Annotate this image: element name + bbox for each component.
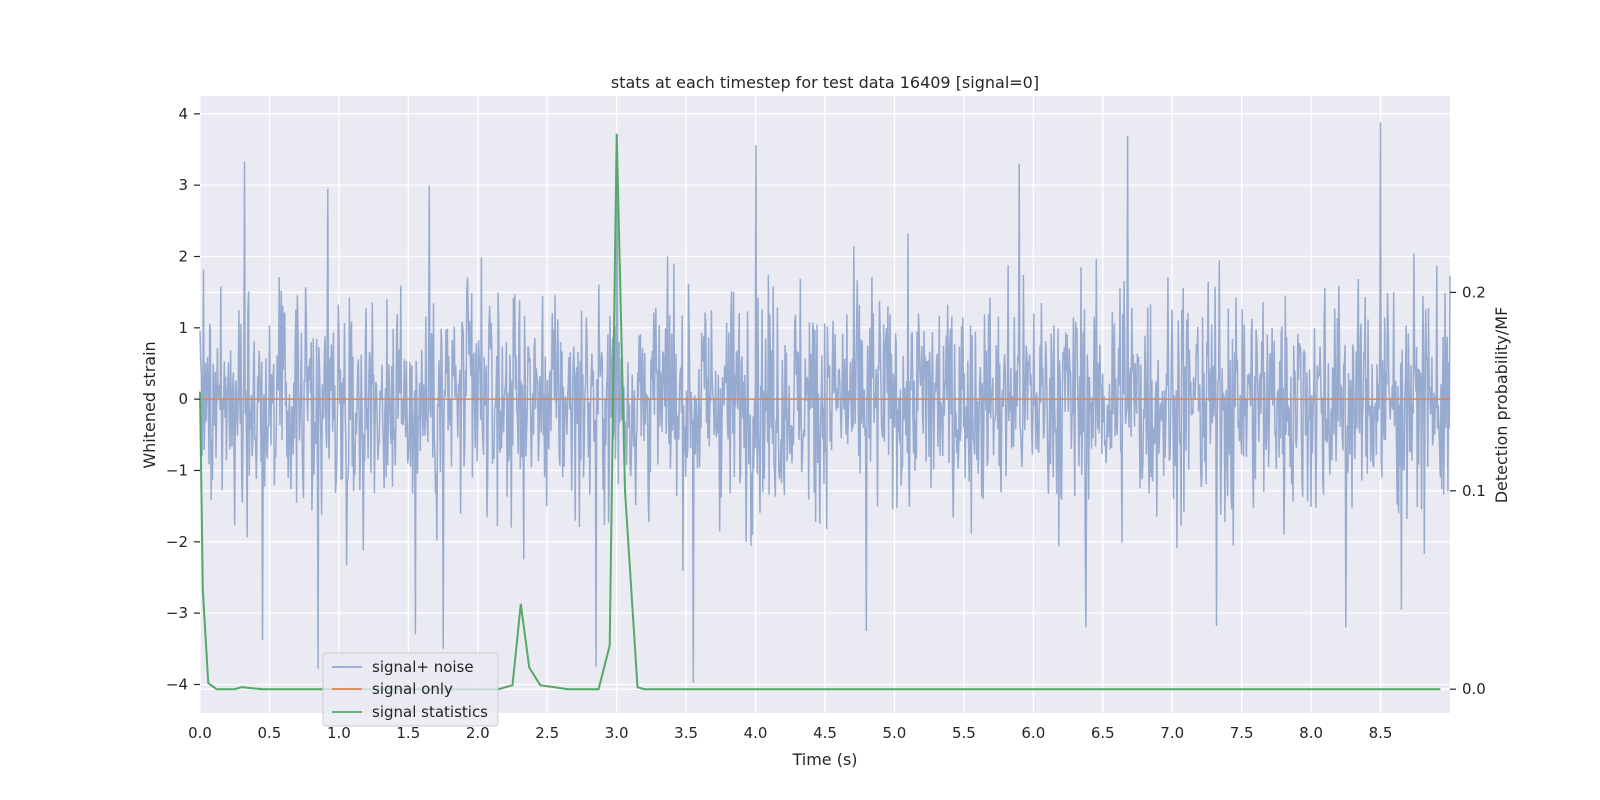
x-tick-label: 4.0 [744,724,768,742]
legend-label-signal-noise: signal+ noise [372,658,474,676]
x-tick-label: 6.5 [1091,724,1115,742]
x-ticks: 0.0 0.5 1.0 1.5 2.0 2.5 3.0 3.5 4.0 4.5 5.0 5.5 6.0 6… [188,724,1392,742]
y-tick-label: 3 [178,176,188,194]
y-ticks: −4 −3 −2 −1 0 1 2 3 4 [166,105,200,693]
x-tick-label: 2.0 [466,724,490,742]
legend-label-signal-statistics: signal statistics [372,703,488,721]
x-tick-label: 6.0 [1021,724,1045,742]
x-tick-label: 7.5 [1230,724,1254,742]
x-tick-label: 0.0 [188,724,212,742]
y-tick-label: 0 [178,390,188,408]
x-tick-label: 8.5 [1369,724,1393,742]
x-tick-label: 5.0 [883,724,907,742]
x-tick-label: 2.5 [535,724,559,742]
x-tick-label: 1.0 [327,724,351,742]
x-tick-label: 3.5 [674,724,698,742]
x-tick-label: 3.0 [605,724,629,742]
y-tick-label: −1 [166,461,188,479]
x-tick-label: 5.5 [952,724,976,742]
y2-tick-label: 0.2 [1462,283,1486,301]
y2-tick-label: 0.1 [1462,482,1486,500]
legend-box [322,652,499,727]
y2-tick-label: 0.0 [1462,680,1486,698]
y2-ticks: 0.0 0.1 0.2 [1450,283,1486,698]
y2-axis-label: Detection probability/MF [1492,307,1511,504]
legend-label-signal-only: signal only [372,680,453,698]
y-tick-label: −2 [166,533,188,551]
y-tick-label: 2 [178,247,188,265]
signal-statistics-line [199,133,1441,691]
series-signal-statistics [199,133,1441,691]
y-tick-label: 1 [178,319,188,337]
x-axis-label: Time (s) [791,750,857,769]
x-tick-label: 8.0 [1299,724,1323,742]
x-tick-label: 0.5 [258,724,282,742]
y-tick-label: −3 [166,604,188,622]
x-tick-label: 7.0 [1160,724,1184,742]
series-signal-noise [199,122,1451,684]
y-tick-label: −4 [166,675,188,693]
y-tick-label: 4 [178,105,188,123]
signal-noise-line [199,122,1451,684]
x-tick-label: 1.5 [396,724,420,742]
x-tick-label: 4.5 [813,724,837,742]
legend: signal+ noise signal only signal statist… [322,652,499,727]
chart-title: stats at each timestep for test data 164… [611,73,1039,92]
y-axis-label: Whitened strain [140,341,159,468]
